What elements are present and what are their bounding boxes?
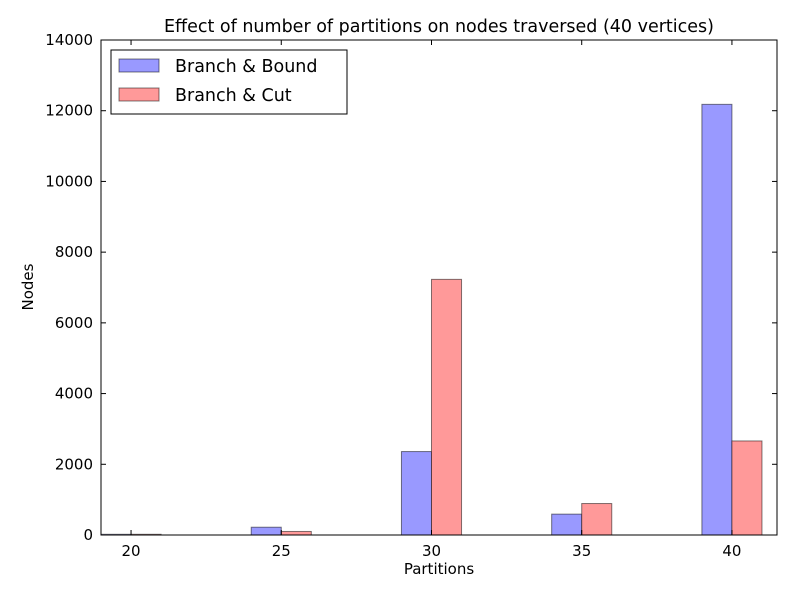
ticks-group: 0 2000 4000 6000 8000 10000 12000 14000 20 25 30 35…	[45, 31, 777, 560]
legend: Branch & Bound Branch & Cut	[110, 49, 348, 115]
chart-title: Effect of number of partitions on nodes …	[164, 17, 714, 37]
y-tick-label-8000: 8000	[55, 243, 93, 261]
y-tick-label-2000: 2000	[55, 455, 93, 473]
x-tick-label-35: 35	[572, 542, 591, 560]
y-tick-label-6000: 6000	[55, 314, 93, 332]
legend-swatch-branch-and-cut	[118, 87, 160, 102]
y-tick-label-12000: 12000	[45, 102, 93, 120]
legend-label-branch-and-cut: Branch & Cut	[175, 86, 292, 106]
bars-group	[100, 103, 763, 536]
legend-swatch-branch-and-bound	[118, 58, 160, 73]
bar-branch-and-cut-25	[280, 530, 312, 536]
y-tick-label-0: 0	[83, 526, 93, 544]
bar-branch-and-cut-40	[731, 440, 763, 536]
bar-branch-and-cut-35	[581, 503, 613, 536]
y-tick-label-4000: 4000	[55, 385, 93, 403]
x-tick-label-25: 25	[272, 542, 291, 560]
x-axis-label: Partitions	[404, 560, 475, 578]
bar-branch-and-cut-30	[430, 278, 463, 536]
x-tick-label-20: 20	[121, 542, 140, 560]
bar-branch-and-bound-25	[250, 526, 282, 536]
x-tick-label-40: 40	[722, 542, 741, 560]
bar-branch-and-bound-40	[701, 103, 733, 536]
bar-branch-and-bound-30	[400, 451, 432, 536]
y-tick-label-10000: 10000	[45, 172, 93, 190]
bar-branch-and-bound-35	[551, 513, 583, 536]
y-tick-label-14000: 14000	[45, 31, 93, 49]
y-axis-label: Nodes	[19, 263, 37, 310]
x-tick-label-30: 30	[422, 542, 441, 560]
legend-label-branch-and-bound: Branch & Bound	[175, 57, 318, 77]
plot-frame	[100, 39, 778, 536]
